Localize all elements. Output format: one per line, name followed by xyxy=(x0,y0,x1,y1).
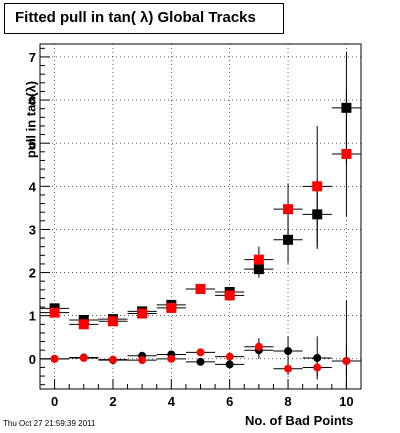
data-point xyxy=(49,307,60,318)
plot-frame xyxy=(39,43,362,390)
y-tick-label: 1 xyxy=(29,309,36,324)
data-marks xyxy=(40,51,361,389)
title-box: Fitted pull in tan( λ) Global Tracks xyxy=(4,3,284,34)
data-point xyxy=(195,283,206,294)
data-point xyxy=(284,347,293,356)
x-tick-label: 6 xyxy=(226,394,233,409)
data-point xyxy=(283,234,294,245)
x-tick-label: 0 xyxy=(51,394,58,409)
y-tick-label: 0 xyxy=(29,352,36,367)
x-tick-label: 8 xyxy=(284,394,291,409)
y-tick-label: 2 xyxy=(29,266,36,281)
data-point xyxy=(284,364,293,373)
data-point xyxy=(196,348,205,357)
x-tick-label: 10 xyxy=(339,394,353,409)
data-point xyxy=(312,181,323,192)
data-point xyxy=(167,354,176,363)
data-point xyxy=(225,352,234,361)
data-point xyxy=(341,148,352,159)
data-point xyxy=(313,363,322,372)
y-tick-label: 4 xyxy=(29,179,37,194)
chart-title: Fitted pull in tan( λ) Global Tracks xyxy=(15,9,256,26)
y-tick-label: 7 xyxy=(29,50,36,65)
x-tick-label: 4 xyxy=(168,394,176,409)
data-point xyxy=(79,353,88,362)
data-point xyxy=(166,302,177,313)
timestamp: Thu Oct 27 21:59:39 2011 xyxy=(3,419,96,428)
data-point xyxy=(108,355,117,364)
data-point xyxy=(107,316,118,327)
data-point xyxy=(196,357,205,366)
y-tick-label: 5 xyxy=(29,136,36,151)
y-tick-label: 6 xyxy=(29,93,36,108)
y-tick-label: 3 xyxy=(29,222,36,237)
data-point xyxy=(225,360,234,369)
data-point xyxy=(342,356,351,365)
data-point xyxy=(313,353,322,362)
data-point xyxy=(283,204,294,215)
data-point xyxy=(137,308,148,319)
x-tick-label: 2 xyxy=(109,394,116,409)
data-point xyxy=(78,319,89,330)
data-point xyxy=(253,254,264,265)
x-axis-label: No. of Bad Points xyxy=(245,413,354,428)
data-point xyxy=(50,354,59,363)
y-axis-label: pull in tan(λ) xyxy=(23,80,39,159)
data-point xyxy=(254,342,263,351)
data-point xyxy=(224,290,235,301)
data-point xyxy=(138,356,147,365)
axes: 0 2 4 6 8 10 0 1 2 3 4 5 6 7 xyxy=(29,47,362,409)
